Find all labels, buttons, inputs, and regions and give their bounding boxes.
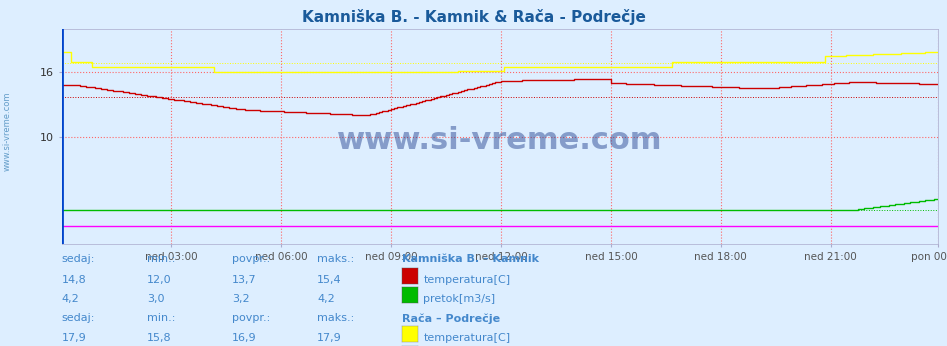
Text: temperatura[C]: temperatura[C] xyxy=(423,333,510,343)
Text: 14,8: 14,8 xyxy=(62,275,86,285)
Text: 12,0: 12,0 xyxy=(147,275,171,285)
Text: 3,2: 3,2 xyxy=(232,294,250,304)
Text: 4,2: 4,2 xyxy=(62,294,80,304)
Text: 3,0: 3,0 xyxy=(147,294,164,304)
Text: min.:: min.: xyxy=(147,313,175,323)
Text: Kamniška B. - Kamnik & Rača - Podrečje: Kamniška B. - Kamnik & Rača - Podrečje xyxy=(301,9,646,25)
Text: 17,9: 17,9 xyxy=(62,333,86,343)
Text: maks.:: maks.: xyxy=(317,254,354,264)
Text: min.:: min.: xyxy=(147,254,175,264)
Text: pretok[m3/s]: pretok[m3/s] xyxy=(423,294,495,304)
Text: povpr.:: povpr.: xyxy=(232,254,270,264)
Text: 17,9: 17,9 xyxy=(317,333,342,343)
Text: temperatura[C]: temperatura[C] xyxy=(423,275,510,285)
Text: www.si-vreme.com: www.si-vreme.com xyxy=(3,92,12,171)
Text: 13,7: 13,7 xyxy=(232,275,257,285)
Text: Rača – Podrečje: Rača – Podrečje xyxy=(402,313,501,324)
Text: povpr.:: povpr.: xyxy=(232,313,270,323)
Text: www.si-vreme.com: www.si-vreme.com xyxy=(337,126,662,155)
Text: Kamniška B. – Kamnik: Kamniška B. – Kamnik xyxy=(402,254,540,264)
Text: maks.:: maks.: xyxy=(317,313,354,323)
Text: 16,9: 16,9 xyxy=(232,333,257,343)
Text: 15,8: 15,8 xyxy=(147,333,171,343)
Text: 15,4: 15,4 xyxy=(317,275,342,285)
Text: 4,2: 4,2 xyxy=(317,294,335,304)
Text: sedaj:: sedaj: xyxy=(62,254,95,264)
Text: sedaj:: sedaj: xyxy=(62,313,95,323)
